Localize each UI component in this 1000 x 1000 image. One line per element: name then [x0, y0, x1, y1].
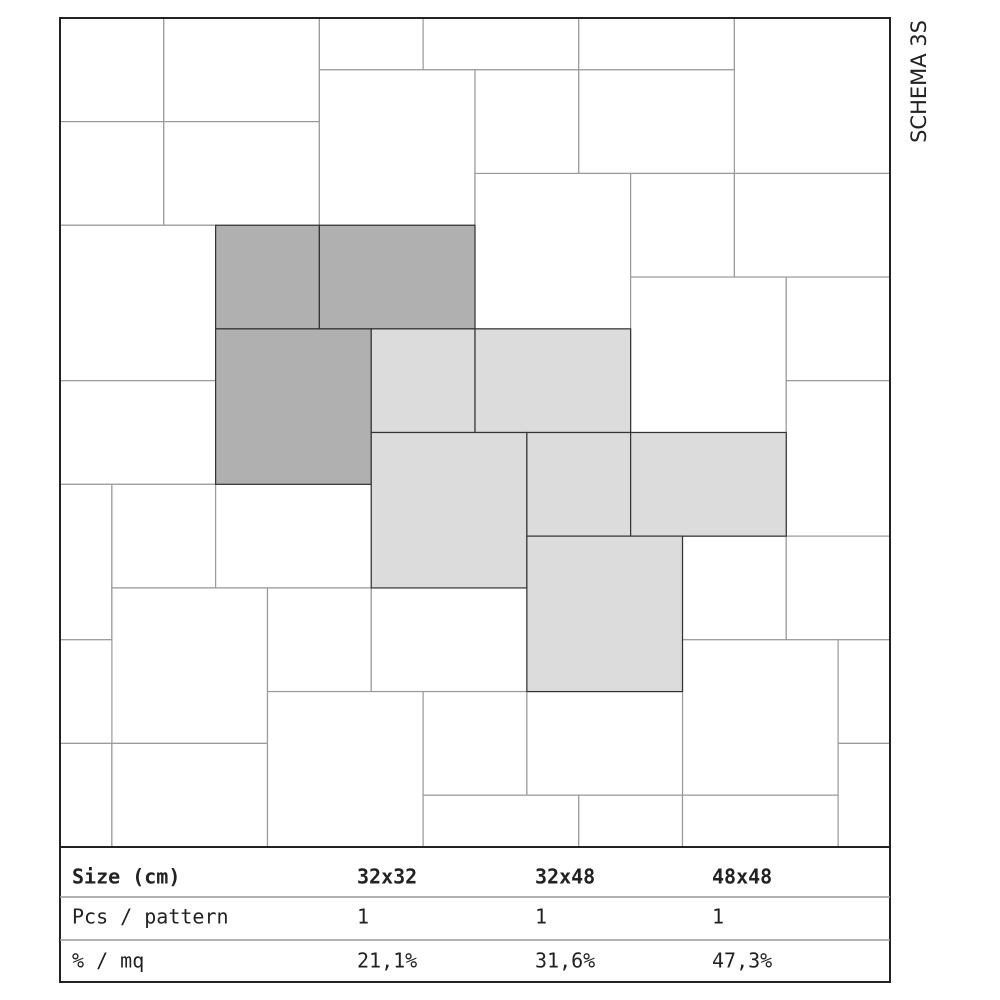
- highlight-tile: [526, 431, 632, 537]
- tile: [59, 639, 113, 744]
- table-cell: 21,1%: [357, 949, 417, 973]
- tile: [526, 690, 684, 796]
- tile: [59, 121, 165, 226]
- tile: [578, 69, 735, 175]
- highlight-tile: [215, 328, 372, 485]
- tile: [266, 690, 424, 848]
- data-table: Size (cm) 32x32 32x48 48x48 Pcs / pattern 1 1 1…: [72, 865, 772, 973]
- tile: [59, 17, 165, 123]
- schema-label: SCHEMA 3S: [907, 20, 931, 143]
- tile: [318, 17, 424, 71]
- tile: [681, 794, 839, 848]
- highlight-tile: [630, 431, 787, 537]
- tile: [59, 483, 113, 641]
- tile: [422, 690, 528, 796]
- tile: [59, 380, 217, 485]
- highlight-tile: [370, 328, 476, 434]
- header-cell: 32x32: [357, 865, 417, 889]
- highlight-tile: [215, 224, 320, 330]
- tile: [578, 794, 684, 848]
- frame: [59, 17, 891, 983]
- tile: [163, 121, 320, 226]
- tile: [163, 17, 320, 123]
- tile: [59, 224, 217, 382]
- tile: [422, 794, 580, 848]
- tile: [318, 69, 476, 226]
- table-cell: 1: [357, 905, 369, 929]
- tile: [837, 639, 891, 744]
- tile: [266, 587, 372, 693]
- tile: [422, 17, 580, 71]
- tile: [785, 535, 891, 641]
- highlight-tile: [318, 224, 476, 330]
- tile: [578, 17, 735, 71]
- table-cell: 47,3%: [712, 949, 772, 973]
- tile: [59, 742, 113, 848]
- tile: [785, 276, 891, 382]
- table-cell: 31,6%: [535, 949, 595, 973]
- highlight-tile: [370, 431, 528, 589]
- tile: [733, 17, 891, 175]
- tile: [837, 742, 891, 848]
- table-cell: % / mq: [72, 949, 144, 973]
- highlight-tile: [526, 535, 684, 693]
- table-cell: Pcs / pattern: [72, 905, 229, 929]
- header-cell: 32x48: [535, 865, 595, 889]
- tile: [215, 483, 372, 589]
- tile: [681, 535, 787, 641]
- tile: [111, 742, 269, 848]
- tile: [111, 587, 269, 744]
- tile: [785, 380, 891, 537]
- tile: [681, 639, 839, 796]
- table-cell: 1: [535, 905, 547, 929]
- header-cell: Size (cm): [72, 865, 180, 889]
- highlight-tile: [474, 328, 632, 434]
- tile: [370, 587, 528, 693]
- tile: [733, 172, 891, 278]
- table-cell: 1: [712, 905, 724, 929]
- tile: [630, 172, 735, 278]
- tile: [630, 276, 787, 434]
- header-cell: 48x48: [712, 865, 772, 889]
- tile: [111, 483, 217, 589]
- tile: [474, 172, 632, 330]
- tile-pattern: [59, 17, 891, 848]
